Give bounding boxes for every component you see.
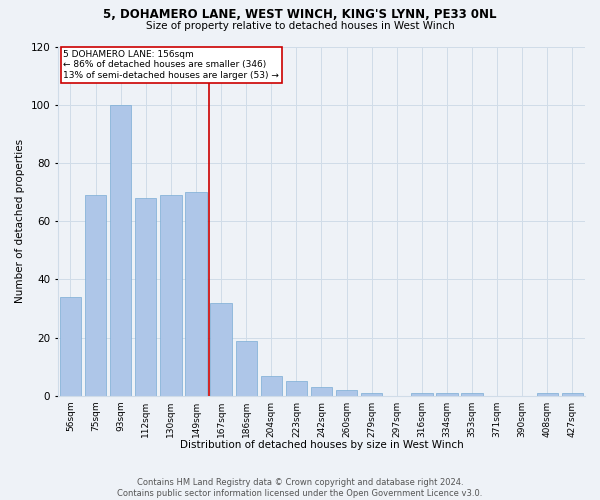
Bar xyxy=(135,198,157,396)
Bar xyxy=(336,390,357,396)
Bar xyxy=(185,192,206,396)
Bar xyxy=(411,393,433,396)
Bar xyxy=(160,195,182,396)
Bar xyxy=(562,393,583,396)
Text: 5, DOHAMERO LANE, WEST WINCH, KING'S LYNN, PE33 0NL: 5, DOHAMERO LANE, WEST WINCH, KING'S LYN… xyxy=(103,8,497,20)
Bar xyxy=(311,387,332,396)
Text: Contains HM Land Registry data © Crown copyright and database right 2024.
Contai: Contains HM Land Registry data © Crown c… xyxy=(118,478,482,498)
Bar xyxy=(536,393,558,396)
Bar xyxy=(286,382,307,396)
X-axis label: Distribution of detached houses by size in West Winch: Distribution of detached houses by size … xyxy=(179,440,463,450)
Bar xyxy=(361,393,382,396)
Bar xyxy=(436,393,458,396)
Bar xyxy=(60,297,81,396)
Bar xyxy=(461,393,483,396)
Text: Size of property relative to detached houses in West Winch: Size of property relative to detached ho… xyxy=(146,21,454,31)
Bar xyxy=(110,104,131,396)
Bar xyxy=(236,340,257,396)
Bar xyxy=(211,303,232,396)
Text: 5 DOHAMERO LANE: 156sqm
← 86% of detached houses are smaller (346)
13% of semi-d: 5 DOHAMERO LANE: 156sqm ← 86% of detache… xyxy=(63,50,279,80)
Y-axis label: Number of detached properties: Number of detached properties xyxy=(15,139,25,304)
Bar xyxy=(85,195,106,396)
Bar xyxy=(260,376,282,396)
